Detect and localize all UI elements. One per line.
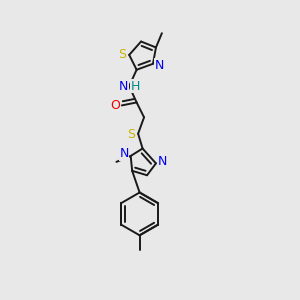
Text: N: N: [155, 59, 164, 72]
Text: S: S: [127, 128, 135, 141]
Text: H: H: [130, 80, 140, 93]
Text: N: N: [119, 80, 128, 93]
Text: N: N: [119, 147, 129, 160]
Text: N: N: [158, 155, 167, 168]
Text: O: O: [110, 99, 120, 112]
Text: S: S: [118, 48, 126, 62]
